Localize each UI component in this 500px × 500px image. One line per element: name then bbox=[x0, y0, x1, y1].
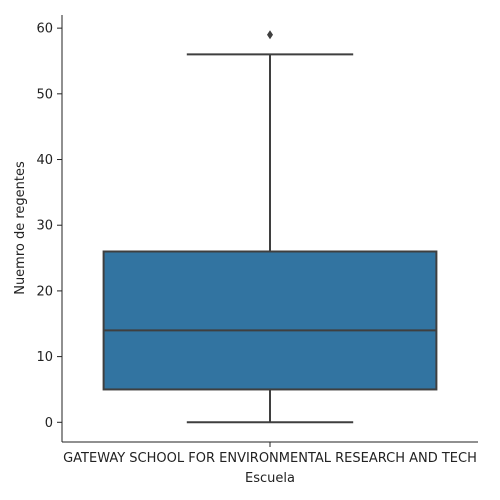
iqr-box bbox=[102, 250, 438, 391]
y-tick-label: 30 bbox=[36, 219, 53, 234]
y-tick-label: 0 bbox=[45, 416, 53, 431]
y-tick-label: 60 bbox=[36, 22, 53, 37]
y-tick-label: 40 bbox=[36, 153, 53, 168]
outlier-point bbox=[267, 30, 273, 40]
y-axis-ticks: 0 10 20 30 40 50 60 bbox=[36, 22, 62, 431]
x-axis-title: Escuela bbox=[245, 471, 295, 486]
plot-area bbox=[102, 30, 438, 424]
x-tick-label: GATEWAY SCHOOL FOR ENVIRONMENTAL RESEARC… bbox=[63, 451, 477, 466]
y-tick-label: 10 bbox=[36, 350, 53, 365]
y-tick-label: 20 bbox=[36, 284, 53, 299]
y-tick-label: 50 bbox=[36, 87, 53, 102]
y-axis-title: Nuemro de regentes bbox=[13, 161, 28, 295]
